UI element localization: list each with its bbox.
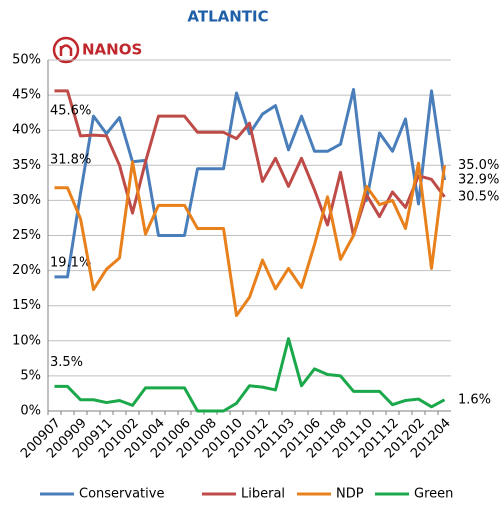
y-tick-label: 30% (12, 193, 41, 208)
chart-title: ATLANTIC (187, 8, 268, 26)
legend-label: NDP (336, 487, 364, 502)
y-tick-label: 25% (12, 228, 41, 243)
data-label: 32.9% (458, 173, 499, 188)
y-tick-label: 50% (12, 53, 41, 68)
series-line (54, 87, 446, 279)
y-tick-label: 5% (20, 368, 41, 383)
data-label: 3.5% (50, 355, 83, 370)
data-label: 35.0% (458, 158, 499, 173)
logo-n (59, 44, 73, 56)
logo: NANOS (52, 36, 142, 64)
series-line (54, 89, 446, 237)
y-tick-label: 0% (20, 404, 41, 419)
logo-text: NANOS (82, 41, 142, 59)
series-line (54, 160, 446, 318)
legend-label: Conservative (79, 487, 164, 502)
data-label: 31.8% (50, 152, 91, 167)
logo-circle (52, 36, 80, 64)
y-tick-label: 40% (12, 123, 41, 138)
data-label: 19.1% (50, 255, 91, 270)
y-tick-label: 15% (12, 298, 41, 313)
legend-label: Green (414, 487, 453, 502)
data-label: 1.6% (458, 392, 491, 407)
legend-label: Liberal (241, 487, 285, 502)
y-tick-label: 45% (12, 88, 41, 103)
y-tick-label: 35% (12, 158, 41, 173)
data-label: 30.5% (458, 189, 499, 204)
data-label: 45.6% (50, 103, 91, 118)
y-tick-label: 20% (12, 263, 41, 278)
y-tick-label: 10% (12, 333, 41, 348)
series-line (54, 337, 446, 413)
